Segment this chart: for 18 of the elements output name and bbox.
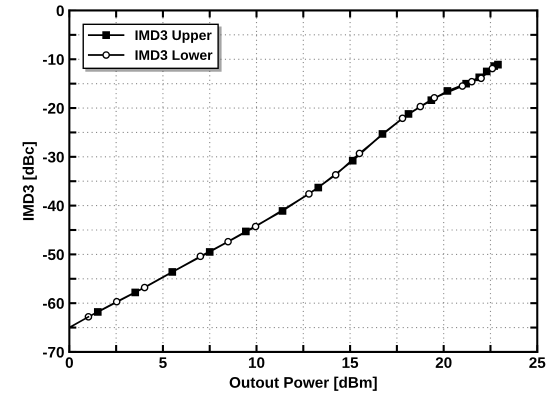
legend-label: IMD3 Upper bbox=[136, 30, 212, 43]
y-tick-label: 0 bbox=[56, 5, 64, 16]
x-tick-label: 15 bbox=[342, 357, 358, 368]
y-tick-label: -10 bbox=[43, 54, 64, 65]
x-axis-title: Outout Power [dBm] bbox=[230, 376, 377, 391]
x-tick-label: 10 bbox=[248, 357, 264, 368]
y-tick-label: -30 bbox=[43, 152, 64, 163]
x-tick-label: 0 bbox=[66, 357, 73, 368]
x-tick-label: 25 bbox=[529, 357, 546, 368]
y-tick-label: -40 bbox=[43, 200, 64, 212]
y-axis-title: IMD3 [dBc] bbox=[22, 142, 37, 220]
y-tick-label: -50 bbox=[43, 249, 64, 260]
y-tick-label: -70 bbox=[43, 346, 64, 358]
legend-label: IMD3 Lower bbox=[136, 50, 212, 60]
y-tick-label: -20 bbox=[43, 102, 64, 114]
x-tick-label: 5 bbox=[159, 357, 167, 368]
y-tick-label: -60 bbox=[43, 298, 64, 309]
x-tick-label: 20 bbox=[436, 357, 452, 368]
